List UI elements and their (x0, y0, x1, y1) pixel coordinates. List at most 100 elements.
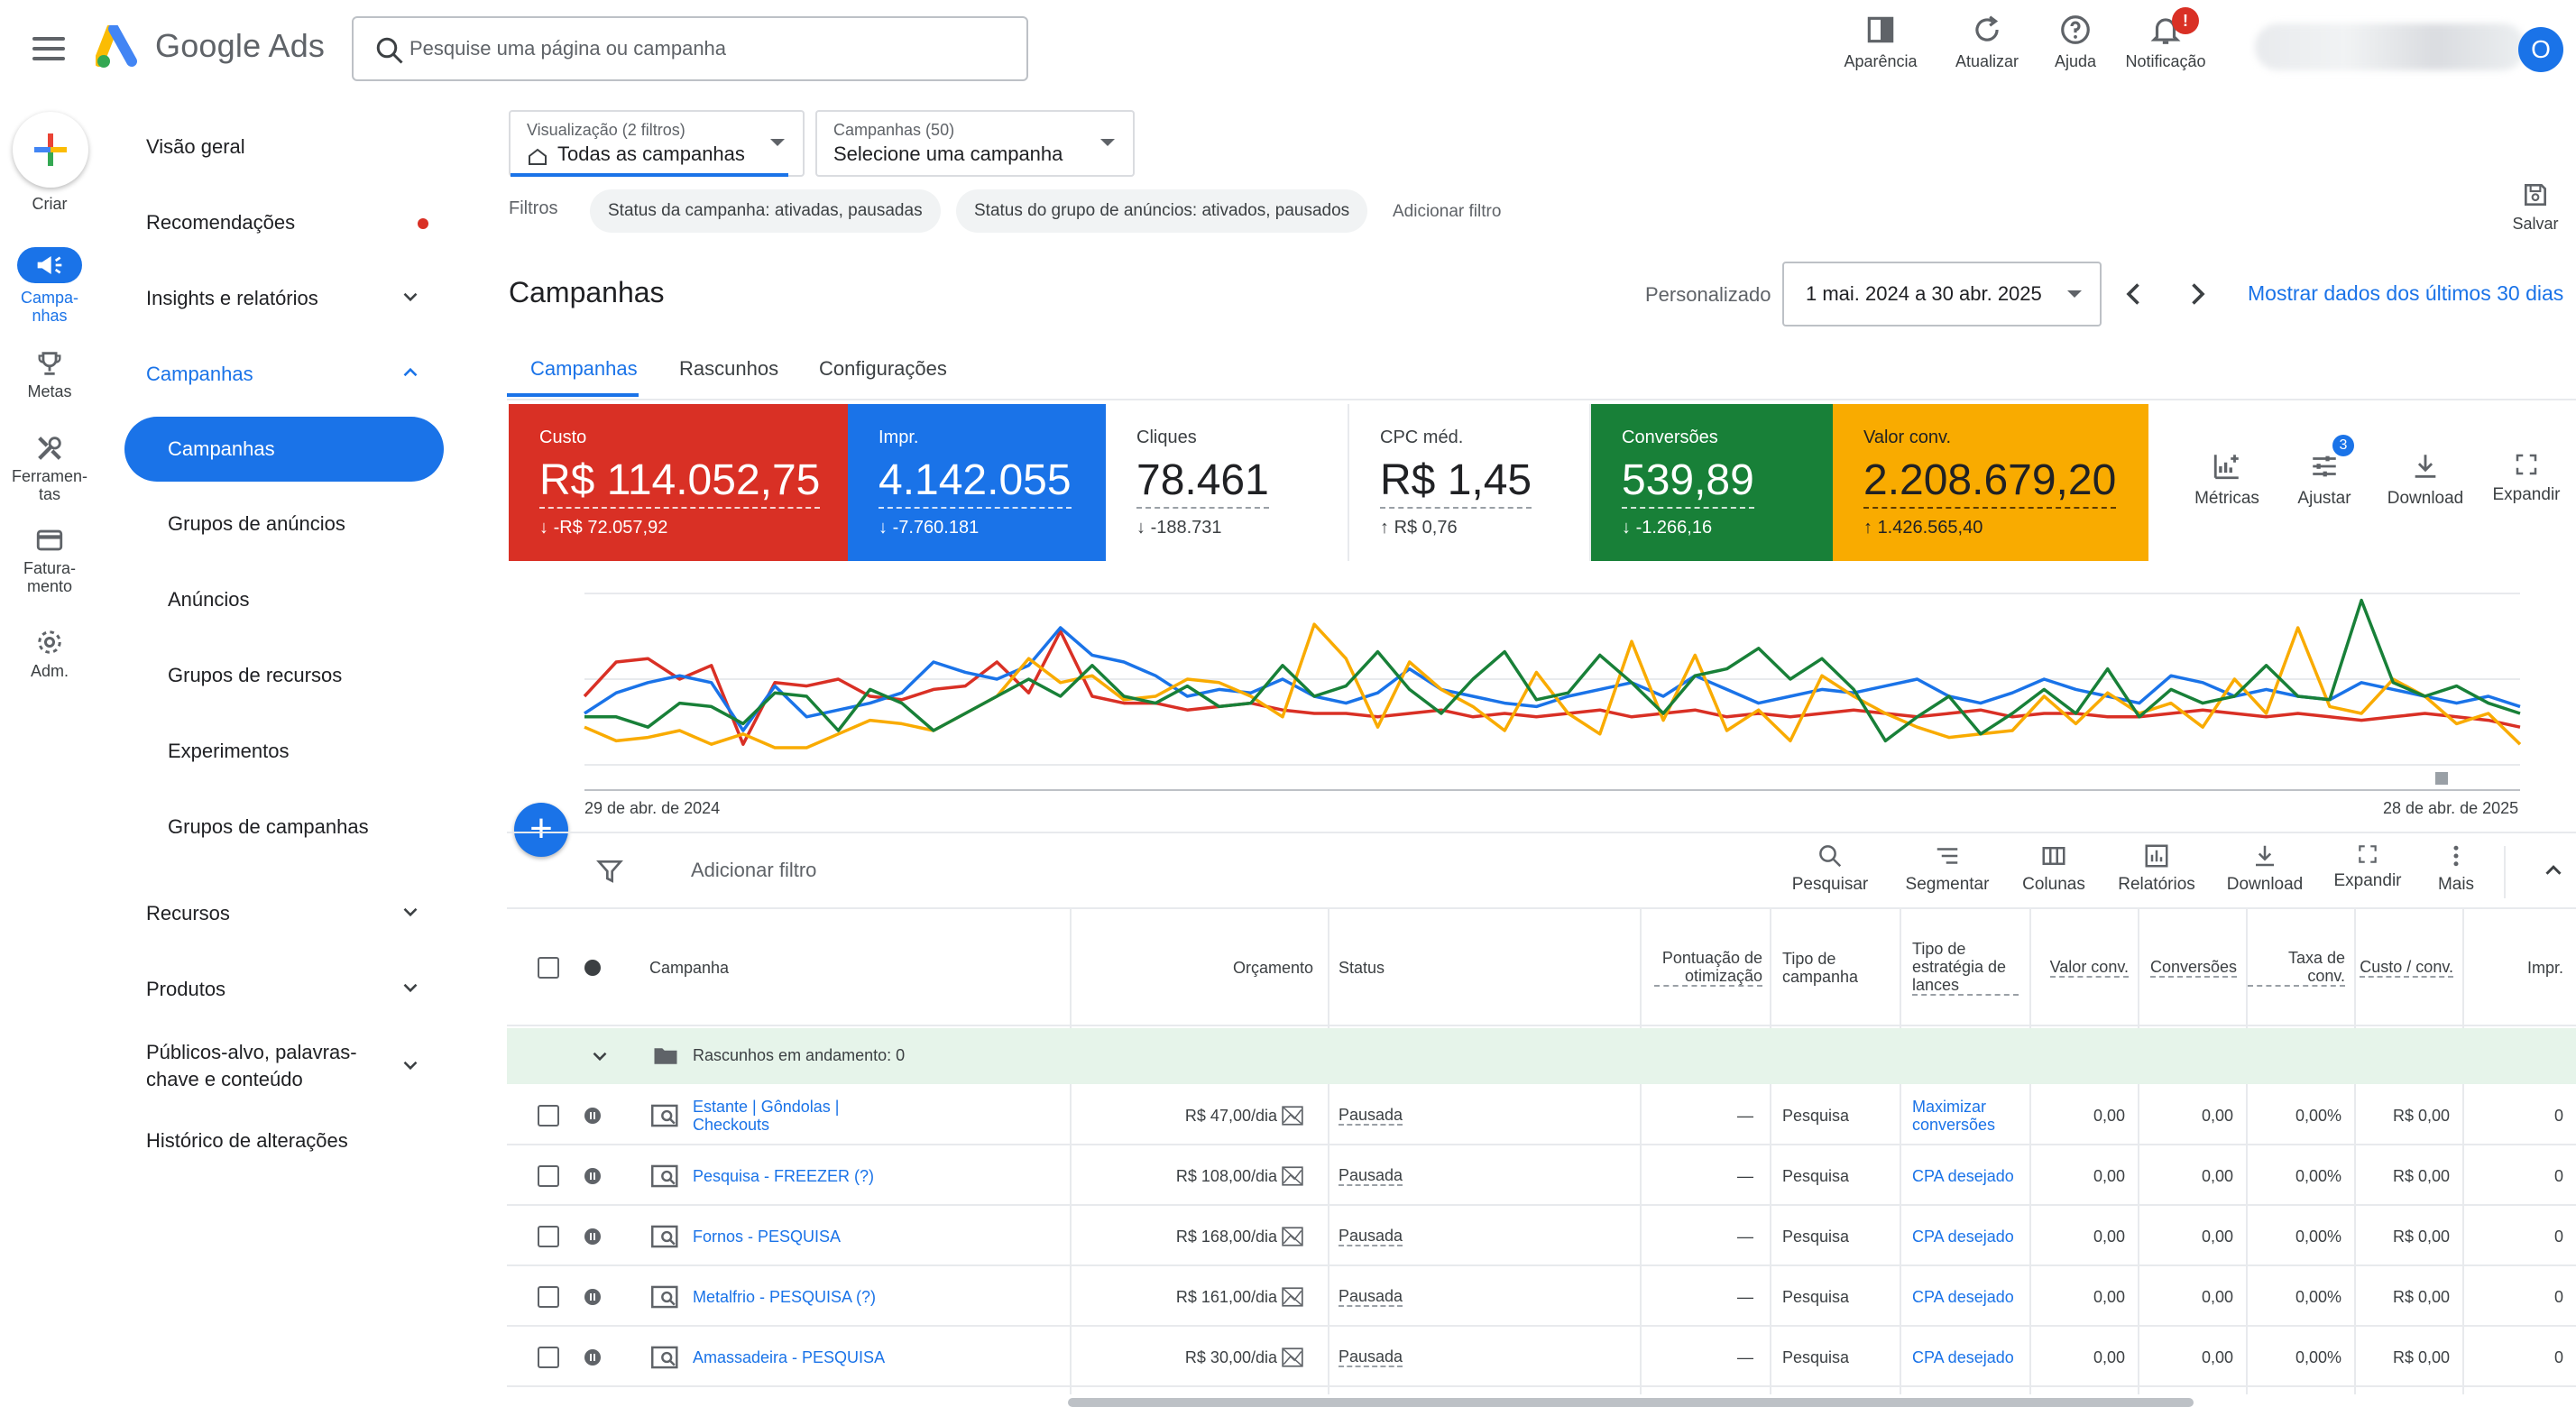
chevron-left-icon[interactable] (2118, 278, 2150, 310)
search-box[interactable] (352, 16, 1028, 81)
header-conv-rate[interactable]: Taxa de conv. (2248, 909, 2345, 1026)
drafts-row[interactable]: Rascunhos em andamento: 0 (507, 1028, 2576, 1084)
header-impressions[interactable]: Impr. (2526, 959, 2563, 977)
paused-status-icon[interactable] (584, 1328, 601, 1387)
chevron-down-icon[interactable] (399, 285, 422, 308)
select-all-checkbox[interactable] (538, 909, 559, 1026)
budget-value[interactable]: R$ 108,00/dia (1175, 1167, 1277, 1185)
help-button[interactable]: Ajuda (2026, 13, 2125, 76)
more-button[interactable]: Mais (2406, 842, 2506, 895)
status-value[interactable]: Pausada (1339, 1347, 1403, 1367)
table-row[interactable]: Amassadeira - PESQUISA R$ 30,00/dia Pausad… (507, 1328, 2576, 1387)
nav-assets[interactable]: Recursos (146, 902, 230, 924)
tab-settings[interactable]: Configurações (819, 357, 947, 380)
nav-audiences[interactable]: Públicos-alvo, palavras-chave e conteúdo (146, 1041, 357, 1090)
filter-icon[interactable] (595, 857, 624, 886)
filter-chip-campaign-status[interactable]: Status da campanha: ativadas, pausadas (590, 189, 941, 233)
rail-item-tools[interactable]: Ferramen- tas (0, 433, 99, 503)
table-expand-button[interactable]: Expandir (2318, 842, 2417, 891)
chevron-down-icon[interactable] (399, 976, 422, 999)
tab-campaigns[interactable]: Campanhas (530, 357, 638, 380)
segment-button[interactable]: Segmentar (1898, 842, 1997, 895)
nav-recommendations[interactable]: Recomendações (146, 211, 296, 234)
google-ads-logo[interactable] (96, 25, 143, 69)
metric-card-impressions[interactable]: Impr. 4.142.055 ↓ -7.760.181 (848, 404, 1106, 561)
chart-series-line-0[interactable] (583, 630, 2521, 746)
chevron-down-icon[interactable] (399, 1053, 422, 1077)
nav-sub-ads[interactable]: Anúncios (168, 588, 250, 611)
table-search-button[interactable]: Pesquisar (1780, 842, 1880, 895)
search-input[interactable] (409, 31, 1005, 67)
avatar[interactable]: O (2518, 27, 2563, 72)
metric-card-conv-value[interactable]: Valor conv. 2.208.679,20 ↑ 1.426.565,40 (1833, 404, 2148, 561)
nav-change-history[interactable]: Histórico de alterações (146, 1129, 348, 1152)
create-button[interactable] (13, 112, 88, 188)
nav-sub-campaign-groups[interactable]: Grupos de campanhas (168, 815, 369, 838)
metric-card-conversions[interactable]: Conversões 539,89 ↓ -1.266,16 (1591, 404, 1833, 561)
rail-item-billing[interactable]: Fatura- mento (0, 525, 99, 595)
nav-products[interactable]: Produtos (146, 978, 226, 1000)
row-checkbox[interactable] (538, 1146, 559, 1206)
add-filter-link[interactable]: Adicionar filtro (1393, 202, 1502, 221)
campaign-name-link[interactable]: Metalfrio - PESQUISA (?) (693, 1288, 877, 1306)
header-cost-per-conv[interactable]: Custo / conv. (2360, 958, 2453, 978)
view-selector[interactable]: Visualização (2 filtros) Todas as campan… (509, 110, 805, 177)
budget-chart-icon[interactable] (1281, 1328, 1304, 1387)
campaign-name-link[interactable]: Fornos - PESQUISA (693, 1228, 842, 1246)
header-conv-value[interactable]: Valor conv. (2049, 958, 2129, 978)
header-budget[interactable]: Orçamento (1232, 959, 1313, 977)
chevron-down-icon[interactable] (588, 1044, 612, 1068)
campaign-selector[interactable]: Campanhas (50) Selecione uma campanha (815, 110, 1135, 177)
metrics-button[interactable]: Métricas (2177, 451, 2277, 509)
chart-series-line-1[interactable] (584, 626, 2521, 732)
paused-status-icon[interactable] (584, 1086, 601, 1145)
table-row[interactable]: Pesquisa - FREEZER (?) R$ 108,00/dia Pausa… (507, 1146, 2576, 1206)
nav-sub-ad-groups[interactable]: Grupos de anúncios (168, 512, 345, 535)
bid-strategy-link[interactable]: CPA desejado (1912, 1167, 2014, 1185)
table-row[interactable]: Estante | Gôndolas | Checkouts R$ 47,00/d… (507, 1086, 2576, 1145)
chart-series-line-3[interactable] (584, 598, 2521, 743)
nav-sub-experiments[interactable]: Experimentos (168, 740, 290, 762)
budget-value[interactable]: R$ 161,00/dia (1175, 1288, 1277, 1306)
menu-icon[interactable] (32, 31, 65, 67)
budget-value[interactable]: R$ 30,00/dia (1184, 1348, 1277, 1366)
nav-campaigns-header[interactable]: Campanhas (146, 363, 253, 385)
budget-chart-icon[interactable] (1281, 1086, 1304, 1145)
table-row[interactable]: Metalfrio - PESQUISA (?) R$ 161,00/dia Pau… (507, 1267, 2576, 1327)
chevron-up-icon[interactable] (2540, 857, 2567, 884)
status-value[interactable]: Pausada (1339, 1166, 1403, 1186)
budget-chart-icon[interactable] (1281, 1146, 1304, 1206)
header-conversions[interactable]: Conversões (2149, 958, 2237, 978)
rail-item-goals[interactable]: Metas (0, 348, 99, 400)
date-range-selector[interactable]: 1 mai. 2024 a 30 abr. 2025 (1782, 262, 2102, 326)
header-bid-strategy[interactable]: Tipo de estratégia de lances (1912, 909, 2019, 1026)
campaign-name-link[interactable]: Pesquisa - FREEZER (?) (693, 1167, 875, 1185)
row-checkbox[interactable] (538, 1328, 559, 1387)
nav-sub-asset-groups[interactable]: Grupos de recursos (168, 664, 343, 686)
paused-status-icon[interactable] (584, 1267, 601, 1327)
bid-strategy-link[interactable]: Maximizar conversões (1912, 1098, 1996, 1134)
bid-strategy-link[interactable]: CPA desejado (1912, 1348, 2014, 1366)
save-button[interactable]: Salvar (2504, 180, 2567, 234)
tab-drafts[interactable]: Rascunhos (679, 357, 779, 380)
table-download-button[interactable]: Download (2215, 842, 2314, 895)
metric-card-avg-cpc[interactable]: CPC méd. R$ 1,45 ↑ R$ 0,76 (1349, 404, 1591, 561)
row-checkbox[interactable] (538, 1086, 559, 1145)
campaign-name-link[interactable]: Amassadeira - PESQUISA (693, 1348, 886, 1366)
filter-chip-adgroup-status[interactable]: Status do grupo de anúncios: ativados, p… (956, 189, 1368, 233)
budget-value[interactable]: R$ 168,00/dia (1175, 1228, 1277, 1246)
header-campaign[interactable]: Campanha (649, 959, 730, 977)
account-switcher[interactable] (2255, 23, 2525, 70)
reports-button[interactable]: Relatórios (2107, 842, 2206, 895)
expand-button[interactable]: Expandir (2477, 451, 2576, 505)
chevron-up-icon[interactable] (399, 361, 422, 384)
status-value[interactable]: Pausada (1339, 1106, 1403, 1126)
rail-item-campaigns[interactable]: Campa- nhas (0, 247, 99, 325)
metric-card-clicks[interactable]: Cliques 78.461 ↓ -188.731 (1106, 404, 1349, 561)
table-row[interactable]: Fornos - PESQUISA R$ 168,00/dia Pausada — Pe… (507, 1207, 2576, 1266)
header-campaign-type[interactable]: Tipo de campanha (1782, 950, 1859, 986)
row-checkbox[interactable] (538, 1267, 559, 1327)
notification-button[interactable]: ! Notificação (2116, 7, 2215, 76)
adjust-button[interactable]: 3 Ajustar (2275, 435, 2374, 509)
campaign-name-link[interactable]: Estante | Gôndolas | Checkouts (693, 1098, 840, 1134)
